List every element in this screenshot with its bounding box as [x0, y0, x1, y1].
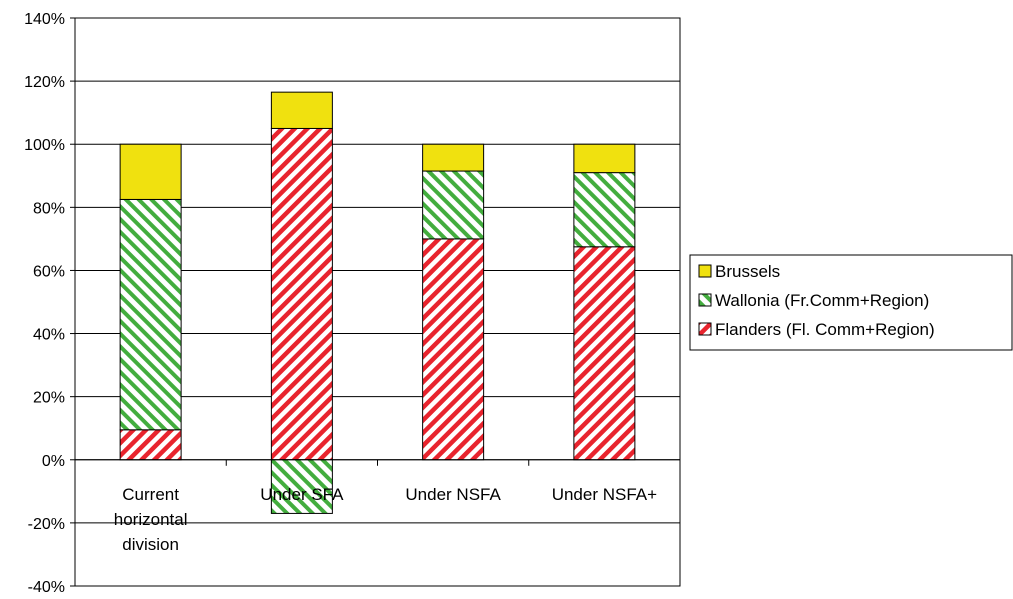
bar-segment-brussels: [270, 91, 333, 129]
x-category-label: Current: [122, 485, 179, 504]
y-tick-label: 120%: [24, 74, 65, 91]
axes: -40% -20% 0% 20% 40% 60% 80% 100% 120% 140% Curren…: [24, 11, 681, 596]
bar-segment-wallonia: [573, 172, 636, 248]
y-tick-label: 0%: [42, 453, 65, 470]
y-tick-label: 80%: [33, 200, 65, 217]
y-tick-label: 40%: [33, 327, 65, 344]
legend-swatch: [698, 322, 712, 336]
legend-swatch: [698, 293, 712, 307]
y-tick-label: 140%: [24, 11, 65, 28]
x-category-label: Under SFA: [260, 485, 344, 504]
bar-segment-wallonia: [270, 459, 333, 514]
bar-segment-flanders: [119, 429, 182, 461]
legend-label: Flanders (Fl. Comm+Region): [715, 320, 935, 339]
bar-segment-flanders: [422, 238, 485, 461]
bar-segment-brussels: [119, 143, 182, 200]
bar-segment-wallonia: [422, 170, 485, 240]
y-tick-label: -40%: [28, 579, 65, 594]
x-category-label: Under NSFA: [405, 485, 501, 504]
bar-segment-flanders: [573, 246, 636, 461]
legend-box: [689, 254, 1013, 351]
bar-segment-wallonia: [119, 198, 182, 431]
x-category-label: Under NSFA+: [552, 485, 657, 504]
y-tick-label: 100%: [24, 137, 65, 154]
y-tick-label: -20%: [28, 516, 65, 533]
legend-swatch: [698, 264, 712, 278]
y-tick-label: 60%: [33, 263, 65, 280]
bars: [119, 91, 636, 514]
legend: Brussels Wallonia (Fr.Comm+Region) Flander…: [689, 254, 1013, 351]
legend-label: Brussels: [715, 262, 780, 281]
legend-label: Wallonia (Fr.Comm+Region): [715, 291, 929, 310]
y-tick-label: 20%: [33, 390, 65, 407]
bar-segment-flanders: [270, 127, 333, 461]
bar-segment-brussels: [422, 143, 485, 172]
x-category-label: horizontal: [114, 510, 188, 529]
x-category-label: division: [122, 535, 179, 554]
bar-segment-brussels: [573, 143, 636, 174]
